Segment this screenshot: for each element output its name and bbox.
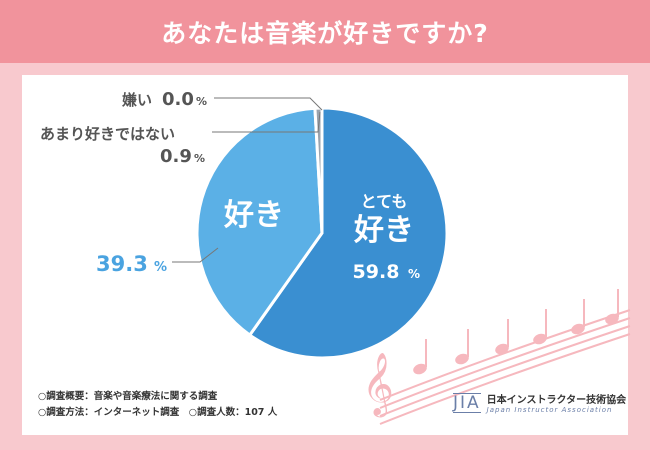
title-bar: あなたは音楽が好きですか? bbox=[0, 0, 650, 63]
slice-value: 59.8 bbox=[353, 261, 400, 283]
survey-method: ○調査方法：インターネット調査 ○調査人数：107 人 bbox=[38, 407, 278, 418]
slice-value: 0.0 bbox=[162, 89, 194, 110]
leader-line bbox=[172, 247, 219, 263]
logo-name-en: Japan Instructor Association bbox=[486, 406, 613, 414]
slice-unit: % bbox=[196, 95, 207, 108]
music-note-icon bbox=[495, 343, 509, 355]
music-note-icon bbox=[533, 333, 547, 345]
staff-line bbox=[379, 309, 631, 401]
leader-line bbox=[214, 97, 323, 111]
slice-unit: % bbox=[154, 260, 167, 275]
staff-line bbox=[379, 333, 631, 425]
staff-line bbox=[379, 317, 631, 409]
slice-value: 39.3 bbox=[96, 252, 148, 276]
music-note-icon bbox=[605, 313, 619, 325]
pie-slice bbox=[247, 106, 449, 360]
slice-value: 0.9 bbox=[160, 146, 192, 167]
slice-label: あまり好きではない bbox=[40, 125, 175, 143]
slice-label: 好き bbox=[223, 198, 284, 233]
slice-label-top: とても bbox=[361, 192, 408, 211]
chart-title: あなたは音楽が好きですか? bbox=[161, 18, 489, 48]
music-notes-decoration: 𝄞 bbox=[362, 289, 631, 425]
music-note-icon bbox=[455, 353, 469, 365]
jia-logo: JIA 日本インストラクター技術協会 Japan Instructor Asso… bbox=[453, 391, 626, 414]
staff-line bbox=[379, 325, 631, 417]
slice-unit: % bbox=[408, 267, 420, 281]
slice-label: 好き bbox=[353, 213, 414, 248]
treble-clef-icon: 𝄞 bbox=[362, 352, 394, 418]
slice-unit: % bbox=[194, 152, 205, 165]
logo-name-ja: 日本インストラクター技術協会 bbox=[486, 395, 627, 406]
music-note-icon bbox=[571, 323, 585, 335]
pie-slice bbox=[195, 106, 324, 338]
logo-mark: JIA bbox=[453, 392, 481, 413]
music-note-icon bbox=[413, 363, 427, 375]
slice-label: 嫌い bbox=[121, 91, 152, 109]
survey-summary: ○調査概要：音楽や音楽療法に関する調査 bbox=[38, 391, 218, 402]
leader-line bbox=[212, 111, 321, 133]
